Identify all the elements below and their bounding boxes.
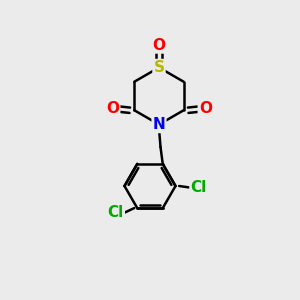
Text: N: N	[153, 117, 165, 132]
Text: O: O	[106, 101, 119, 116]
Text: S: S	[154, 60, 164, 75]
Text: Cl: Cl	[190, 180, 207, 195]
Text: Cl: Cl	[107, 205, 124, 220]
Text: O: O	[199, 101, 212, 116]
Text: O: O	[152, 38, 166, 52]
